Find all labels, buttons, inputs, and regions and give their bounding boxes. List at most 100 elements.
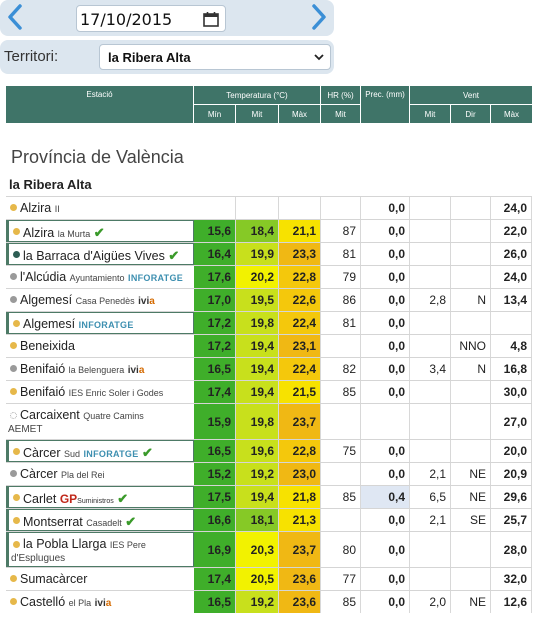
date-input[interactable]: 17/10/2015 <box>76 5 226 32</box>
header-hr: HR (%) <box>321 86 361 105</box>
header-temp-mit: Mit <box>236 105 279 123</box>
cell-wmit <box>410 532 451 567</box>
verified-check-icon: ✔ <box>117 491 129 506</box>
station-name[interactable]: Castelló el Pla ivia <box>20 595 111 609</box>
station-name[interactable]: Càrcer Pla del Rei <box>20 467 105 481</box>
station-status-dot <box>13 228 20 235</box>
table-row[interactable]: Carlet GPSuministros ✔ 17,5 19,4 21,8 85 0,4 6… <box>6 485 532 508</box>
table-row[interactable]: la Pobla Llarga IES Pere d'Esplugues 16,9 2… <box>6 531 532 567</box>
station-name[interactable]: Algemesí INFORATGE <box>23 317 134 331</box>
cell-min: 15,9 <box>194 404 236 439</box>
station-name-cell[interactable]: Castelló el Pla ivia <box>6 591 194 613</box>
station-name[interactable]: la Barraca d'Aigües Vives ✔ <box>23 248 179 264</box>
cell-min: 17,4 <box>194 381 236 403</box>
station-name-cell[interactable]: Benifaió la Belenguera ivia <box>6 358 194 380</box>
cell-max: 23,6 <box>279 568 321 590</box>
cell-hr: 85 <box>321 591 361 613</box>
cell-min: 17,2 <box>194 335 236 357</box>
station-name-cell[interactable]: Algemesí INFORATGE <box>6 312 194 334</box>
station-name[interactable]: Benifaió IES Enric Soler i Godes <box>20 385 163 399</box>
cell-min: 17,6 <box>194 266 236 288</box>
gp-suministros-logo: GP <box>59 492 78 506</box>
cell-min: 15,6 <box>194 220 236 242</box>
cell-max: 22,4 <box>279 312 321 334</box>
cell-wmit: 6,5 <box>410 486 451 508</box>
station-name-main: l'Alcúdia <box>20 270 67 284</box>
table-row[interactable]: Sumacàrcer 17,4 20,5 23,6 77 0,0 32,0 <box>6 567 532 590</box>
table-row[interactable]: Carcaixent Quatre Camins AEMET 15,9 19,8 23,… <box>6 403 532 439</box>
station-name[interactable]: Alzira la Murta ✔ <box>23 225 105 241</box>
cell-mit: 20,5 <box>236 568 279 590</box>
table-row[interactable]: la Barraca d'Aigües Vives ✔ 16,4 19,9 23,3 8… <box>6 242 532 265</box>
station-name[interactable]: Algemesí Casa Penedès ivia <box>20 293 155 307</box>
station-location: IES Pere <box>109 540 146 550</box>
table-row[interactable]: Càrcer Pla del Rei 15,2 19,2 23,0 0,0 2,1 NE 20… <box>6 462 532 485</box>
station-location: II <box>54 204 60 214</box>
table-row[interactable]: Alzira la Murta ✔ 15,6 18,4 21,1 87 0,0 22,0 <box>6 219 532 242</box>
station-name-cell[interactable]: la Barraca d'Aigües Vives ✔ <box>6 243 194 265</box>
station-name-cell[interactable]: Càrcer Pla del Rei <box>6 463 194 485</box>
territory-select[interactable]: la Ribera Alta <box>99 44 331 70</box>
station-location: Casadelt <box>86 518 122 528</box>
previous-day-arrow-icon[interactable] <box>4 3 26 31</box>
inforatge-logo: INFORATGE <box>128 273 184 283</box>
station-name[interactable]: l'Alcúdia Ayuntamiento INFORATGE <box>20 270 183 284</box>
station-status-dot <box>10 342 17 349</box>
station-name[interactable]: Carlet GPSuministros ✔ <box>23 491 128 507</box>
cell-hr: 82 <box>321 358 361 380</box>
cell-min: 16,5 <box>194 358 236 380</box>
station-name-cell[interactable]: Algemesí Casa Penedès ivia <box>6 289 194 311</box>
territory-label: Territori: <box>4 48 59 65</box>
cell-wdir <box>451 312 491 334</box>
station-name-cell[interactable]: l'Alcúdia Ayuntamiento INFORATGE <box>6 266 194 288</box>
cell-prec: 0,0 <box>361 312 410 334</box>
cell-min: 16,6 <box>194 509 236 531</box>
cell-mit: 19,2 <box>236 463 279 485</box>
table-row[interactable]: Castelló el Pla ivia 16,5 19,2 23,6 85 0,0 2,0… <box>6 590 532 613</box>
header-vent-dir: Dir <box>451 105 491 123</box>
station-name-cell[interactable]: Montserrat Casadelt ✔ <box>6 509 194 531</box>
table-row[interactable]: Beneixida 17,2 19,4 23,1 0,0 NNO 4,8 <box>6 334 532 357</box>
table-row[interactable]: Montserrat Casadelt ✔ 16,6 18,1 21,3 0,0 2,1 S… <box>6 508 532 531</box>
table-row[interactable]: l'Alcúdia Ayuntamiento INFORATGE 17,6 20,2… <box>6 265 532 288</box>
table-row[interactable]: Benifaió IES Enric Soler i Godes 17,4 19,4… <box>6 380 532 403</box>
verified-check-icon: ✔ <box>142 445 153 460</box>
station-name-cell[interactable]: Sumacàrcer <box>6 568 194 590</box>
cell-hr: 86 <box>321 289 361 311</box>
station-name[interactable]: Beneixida <box>20 339 75 353</box>
cell-wdir <box>451 197 491 219</box>
header-hr-mit: Mit <box>321 105 361 123</box>
station-name-cell[interactable]: Carlet GPSuministros ✔ <box>6 486 194 508</box>
cell-mit: 19,8 <box>236 312 279 334</box>
header-estacio: Estació <box>6 86 194 123</box>
station-name[interactable]: Sumacàrcer <box>20 572 87 586</box>
cell-mit <box>236 197 279 219</box>
station-name-main: Sumacàrcer <box>20 572 88 586</box>
station-name[interactable]: la Pobla Llarga IES Pere <box>23 537 146 551</box>
calendar-icon[interactable] <box>203 11 219 27</box>
station-location: la Murta <box>57 229 91 239</box>
station-name-cell[interactable]: Alzira la Murta ✔ <box>6 220 194 242</box>
station-name[interactable]: Alzira II <box>20 201 60 215</box>
table-row[interactable]: Alzira II 0,0 24,0 <box>6 196 532 219</box>
table-row[interactable]: Algemesí INFORATGE 17,2 19,8 22,4 81 0,0 <box>6 311 532 334</box>
station-name-cell[interactable]: la Pobla Llarga IES Pere d'Esplugues <box>6 532 194 567</box>
station-name[interactable]: Carcaixent Quatre Camins <box>20 408 144 422</box>
cell-min: 16,4 <box>194 243 236 265</box>
station-status-dot <box>10 296 17 303</box>
cell-min: 16,5 <box>194 591 236 613</box>
station-name-cell[interactable]: Beneixida <box>6 335 194 357</box>
inforatge-logo: INFORATGE <box>83 449 139 459</box>
table-row[interactable]: Algemesí Casa Penedès ivia 17,0 19,5 22,6 86… <box>6 288 532 311</box>
station-name-main: la Barraca d'Aigües Vives <box>23 249 165 263</box>
table-row[interactable]: Càrcer Sud INFORATGE ✔ 16,5 19,6 22,8 75 0,0 2… <box>6 439 532 462</box>
station-name-cell[interactable]: Carcaixent Quatre Camins AEMET <box>6 404 194 439</box>
station-name-cell[interactable]: Càrcer Sud INFORATGE ✔ <box>6 440 194 462</box>
next-day-arrow-icon[interactable] <box>308 3 330 31</box>
station-name-cell[interactable]: Benifaió IES Enric Soler i Godes <box>6 381 194 403</box>
table-row[interactable]: Benifaió la Belenguera ivia 16,5 19,4 22,4 8… <box>6 357 532 380</box>
station-name-cell[interactable]: Alzira II <box>6 197 194 219</box>
station-name[interactable]: Benifaió la Belenguera ivia <box>20 362 144 376</box>
station-name[interactable]: Montserrat Casadelt ✔ <box>23 514 136 530</box>
station-name[interactable]: Càrcer Sud INFORATGE ✔ <box>23 445 153 461</box>
